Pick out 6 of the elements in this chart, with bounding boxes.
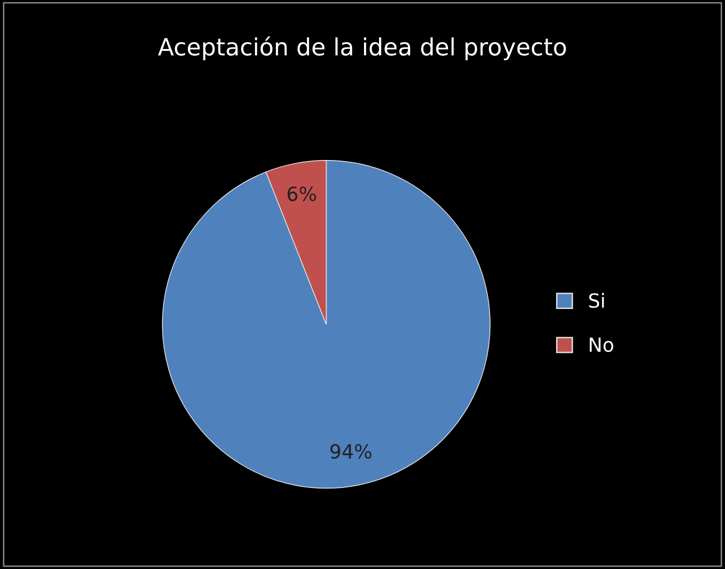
- legend-label: Si: [589, 292, 604, 308]
- pie-slice: [162, 160, 491, 489]
- data-label: 6%: [288, 186, 316, 202]
- legend-label: No: [590, 338, 614, 352]
- data-label: 94%: [330, 444, 372, 459]
- chart-title: Aceptación de la idea del proyecto: [158, 36, 566, 60]
